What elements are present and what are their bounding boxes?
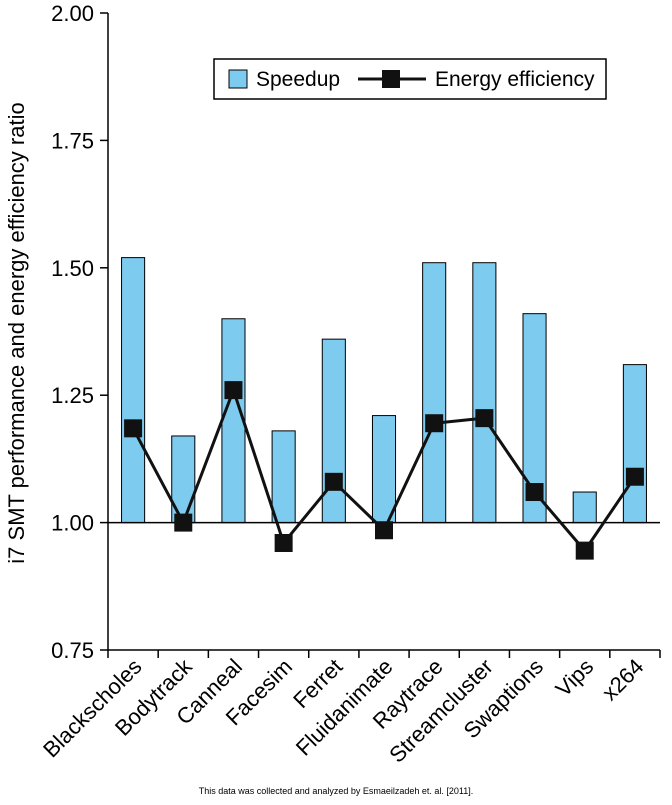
legend-label-energy: Energy efficiency bbox=[435, 68, 595, 91]
bar-vips bbox=[572, 491, 597, 524]
bar-canneal bbox=[221, 318, 246, 524]
marker-facesim bbox=[274, 533, 293, 552]
x-tick-label-x264: x264 bbox=[597, 654, 648, 705]
legend-marker-energy bbox=[382, 70, 400, 88]
bar-ferret bbox=[321, 338, 346, 524]
y-tick-label: 1.25 bbox=[51, 383, 94, 408]
marker-fluidanimate bbox=[375, 521, 393, 540]
marker-canneal bbox=[224, 381, 243, 400]
marker-ferret bbox=[324, 472, 343, 491]
marker-vips bbox=[575, 541, 594, 560]
bar-streamcluster bbox=[472, 262, 497, 524]
legend-swatch-speedup bbox=[228, 69, 248, 89]
y-tick-label: 1.50 bbox=[51, 256, 94, 281]
marker-raytrace bbox=[425, 414, 444, 433]
y-tick-label: 0.75 bbox=[51, 638, 94, 663]
marker-blackscholes bbox=[124, 419, 143, 438]
bar-fluidanimate bbox=[371, 415, 397, 524]
y-tick-label: 2.00 bbox=[51, 1, 94, 26]
bar-blackscholes bbox=[121, 257, 146, 524]
footer-note: This data was collected and analyzed by … bbox=[198, 786, 474, 796]
bar-facesim bbox=[271, 430, 296, 524]
marker-bodytrack bbox=[174, 513, 193, 532]
y-axis-label: i7 SMT performance and energy efficiency… bbox=[4, 102, 29, 563]
marker-swaptions bbox=[525, 483, 544, 502]
x-tick-label-vips: Vips bbox=[551, 654, 599, 702]
y-tick-label: 1.75 bbox=[51, 128, 94, 153]
bar-raytrace bbox=[422, 262, 447, 524]
legend-label-speedup: Speedup bbox=[256, 68, 340, 91]
legend: Speedup Energy efficiency bbox=[213, 58, 607, 100]
marker-streamcluster bbox=[475, 409, 494, 428]
marker-x264 bbox=[625, 467, 644, 486]
y-tick-label: 1.00 bbox=[51, 511, 94, 536]
bar-x264 bbox=[622, 364, 647, 524]
